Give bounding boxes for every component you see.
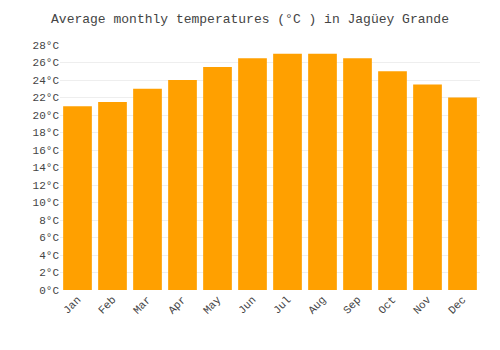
svg-text:12°C: 12°C <box>33 180 60 192</box>
svg-text:Aug: Aug <box>306 294 328 316</box>
svg-text:16°C: 16°C <box>33 145 60 157</box>
svg-text:Sep: Sep <box>341 294 363 316</box>
svg-text:Average monthly temperatures (: Average monthly temperatures (°C ) in Ja… <box>51 12 449 27</box>
svg-text:26°C: 26°C <box>33 57 60 69</box>
svg-text:May: May <box>201 294 224 317</box>
svg-text:Dec: Dec <box>446 294 468 316</box>
svg-text:14°C: 14°C <box>33 162 60 174</box>
svg-text:Feb: Feb <box>96 294 118 316</box>
svg-text:22°C: 22°C <box>33 92 60 104</box>
svg-text:Nov: Nov <box>411 294 434 317</box>
svg-text:4°C: 4°C <box>39 250 59 262</box>
svg-text:0°C: 0°C <box>39 285 59 297</box>
svg-text:28°C: 28°C <box>33 40 60 52</box>
svg-text:18°C: 18°C <box>33 127 60 139</box>
svg-text:24°C: 24°C <box>33 75 60 87</box>
svg-text:Jul: Jul <box>271 294 293 316</box>
svg-text:Jan: Jan <box>61 294 83 316</box>
svg-text:20°C: 20°C <box>33 110 60 122</box>
svg-text:6°C: 6°C <box>39 232 59 244</box>
svg-text:8°C: 8°C <box>39 215 59 227</box>
svg-text:10°C: 10°C <box>33 197 60 209</box>
svg-text:Mar: Mar <box>131 294 153 316</box>
svg-text:Jun: Jun <box>236 294 258 316</box>
svg-text:2°C: 2°C <box>39 267 59 279</box>
svg-text:Apr: Apr <box>166 294 188 316</box>
svg-text:Oct: Oct <box>376 294 398 316</box>
